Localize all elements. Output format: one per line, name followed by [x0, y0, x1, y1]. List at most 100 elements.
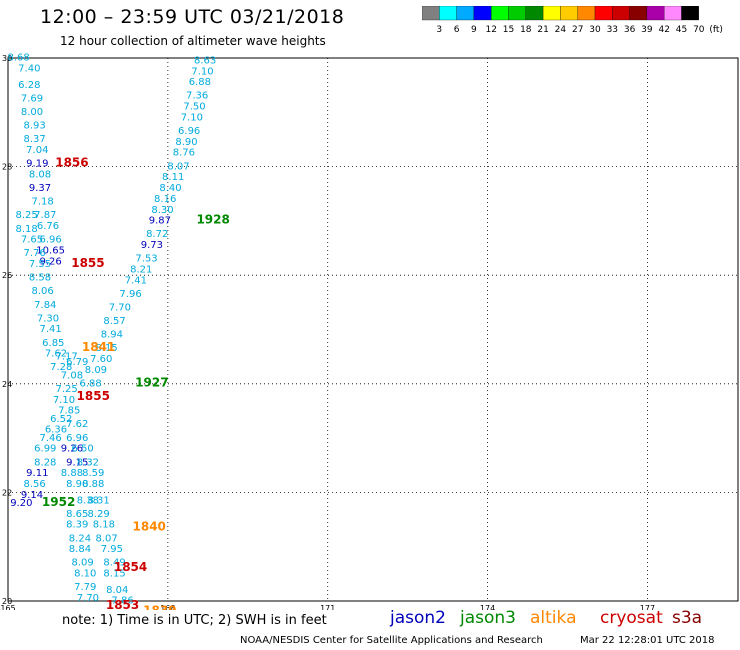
- wave-height-label: 7.28: [50, 362, 72, 373]
- wave-height-label: 8.58: [29, 273, 51, 284]
- wave-height-label: 7.96: [119, 289, 141, 300]
- colorbar-label: 36: [624, 25, 636, 34]
- wave-height-label: 6.76: [37, 221, 59, 232]
- wave-height-label: 7.84: [34, 300, 56, 311]
- wave-height-label: 8.08: [29, 169, 51, 180]
- wave-height-label: 9.14: [21, 490, 43, 501]
- pass-time-label: 1855: [71, 256, 104, 270]
- wave-height-label: 8.25: [16, 210, 38, 221]
- pass-time-label: 1952: [42, 495, 75, 509]
- wave-height-label: 8.30: [151, 205, 173, 216]
- wave-height-label: 6.28: [18, 80, 40, 91]
- longitude-tick-label: 177: [640, 604, 655, 610]
- wave-height-label: 9.87: [149, 216, 171, 227]
- pass-time-label: 1928: [196, 213, 229, 227]
- wave-height-label: 8.00: [21, 107, 43, 118]
- pass-time-label: 1855: [77, 389, 110, 403]
- credit-text: NOAA/NESDIS Center for Satellite Applica…: [240, 635, 543, 646]
- wave-height-label: 8.16: [154, 194, 176, 205]
- wave-height-label: 6.99: [34, 444, 56, 455]
- wave-height-label: 7.04: [26, 145, 48, 156]
- pass-time-label: 1854: [114, 560, 147, 574]
- wave-height-label: 6.36: [45, 425, 67, 436]
- map-frame: [7, 57, 739, 602]
- colorbar-label: 18: [520, 25, 532, 34]
- wave-height-label: 8.49: [103, 558, 125, 569]
- wave-height-label: 7.10: [53, 395, 75, 406]
- wave-height-label: 8.93: [24, 121, 46, 132]
- wave-height-map: 165 168 171 174 177 20 22 24 26 28 308.687.40 6.28 7…: [0, 53, 739, 610]
- wave-height-label: 8.68: [8, 53, 30, 64]
- pass-time-label: 1853: [106, 598, 139, 610]
- wave-height-label: 9.26: [39, 256, 61, 267]
- wave-height-label: 8.07: [95, 533, 117, 544]
- colorbar-label: 70: [693, 25, 705, 34]
- longitude-tick-label: 168: [160, 604, 175, 610]
- colorbar-label: 30: [589, 25, 601, 34]
- colorbar-label: 27: [572, 25, 583, 34]
- wave-height-label: 8.15: [95, 343, 117, 354]
- wave-height-label: 8.10: [74, 569, 96, 580]
- pass-time-label: 1841: [82, 340, 115, 354]
- colorbar-label: 12: [485, 25, 496, 34]
- colorbar-swatch: [681, 6, 699, 21]
- wave-height-label: 8.65: [66, 509, 88, 520]
- wave-height-label: 7.79: [74, 582, 96, 593]
- map-title: 12:00 – 23:59 UTC 03/21/2018: [40, 6, 345, 28]
- pass-time-label: 1840: [133, 519, 166, 533]
- wave-height-label: 7.50: [183, 102, 205, 113]
- wave-height-label: 8.76: [173, 148, 195, 159]
- wave-height-label: 9.26: [61, 444, 83, 455]
- wave-height-label: 8.06: [32, 286, 54, 297]
- wave-height-label: 8.18: [16, 224, 38, 235]
- wave-height-label: 6.96: [39, 235, 61, 246]
- colorbar-label: 3: [436, 25, 442, 34]
- colorbar-label: 24: [555, 25, 567, 34]
- wave-height-label: 7.41: [125, 275, 147, 286]
- wave-height-label: 7.95: [101, 544, 123, 555]
- wave-height-label: 8.59: [82, 468, 104, 479]
- wave-height-label: 7.85: [58, 406, 80, 417]
- colorbar-label: 33: [607, 25, 618, 34]
- wave-height-label: 7.36: [186, 91, 208, 102]
- wave-height-label: 8.04: [106, 585, 128, 596]
- wave-height-label: 7.70: [109, 302, 131, 313]
- wave-height-label: 8.90: [66, 479, 88, 490]
- wave-height-label: 9.73: [141, 240, 163, 251]
- map-subtitle: 12 hour collection of altimeter wave hei…: [60, 34, 326, 48]
- wave-height-label: 6.85: [42, 338, 64, 349]
- pass-time-label: 1856: [55, 156, 88, 170]
- wave-height-label: 9.37: [29, 183, 51, 194]
- colorbar-label: 42: [658, 25, 669, 34]
- pass-time-label: 1839: [143, 604, 176, 610]
- wave-height-label: 7.86: [111, 596, 133, 607]
- wave-height-label: 7.53: [135, 254, 157, 265]
- wave-height-label: 9.19: [26, 159, 48, 170]
- wave-height-label: 9.20: [10, 498, 32, 509]
- wave-height-label: 6.50: [71, 444, 93, 455]
- wave-height-label: 7.76: [24, 248, 46, 259]
- wave-height-label: 7.70: [77, 593, 99, 604]
- wave-height-label: 9.15: [66, 457, 88, 468]
- longitude-tick-label: 165: [0, 604, 15, 610]
- wave-height-label: 8.72: [146, 229, 168, 240]
- wave-height-label: 8.37: [24, 134, 46, 145]
- wave-height-label: 7.65: [21, 235, 43, 246]
- wave-height-label: 7.55: [29, 259, 51, 270]
- longitude-tick-label: 171: [320, 604, 335, 610]
- wave-height-label: 8.18: [93, 520, 115, 531]
- wave-height-label: 6.96: [178, 126, 200, 137]
- wave-height-label: 8.07: [167, 161, 189, 172]
- pass-time-label: 1927: [135, 376, 168, 390]
- colorbar-label: 9: [471, 25, 477, 34]
- latitude-tick-label: 24: [2, 380, 12, 389]
- wave-height-label: 8.57: [103, 316, 125, 327]
- wave-height-label: 7.62: [66, 419, 88, 430]
- wave-height-label: 8.84: [69, 544, 91, 555]
- wave-height-label: 7.46: [39, 433, 61, 444]
- wave-height-label: 8.32: [77, 457, 99, 468]
- latitude-tick-label: 28: [2, 163, 12, 172]
- wave-height-label: 6.88: [189, 77, 211, 88]
- wave-height-label: 8.09: [85, 365, 107, 376]
- wave-height-label: 8.15: [103, 569, 125, 580]
